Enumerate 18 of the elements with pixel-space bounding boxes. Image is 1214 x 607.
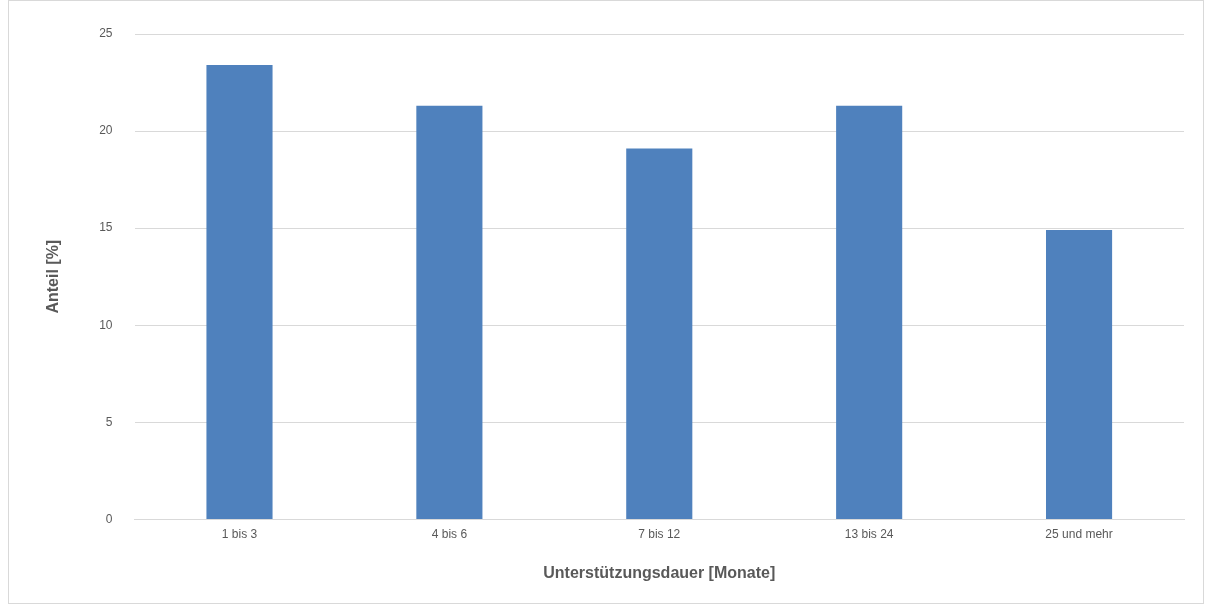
bar: [836, 105, 903, 519]
x-axis-title: Unterstützungsdauer [Monate]: [543, 563, 776, 581]
x-tick-label: 13 bis 24: [844, 526, 894, 541]
x-tick-label: 1 bis 3: [221, 526, 258, 541]
y-tick-label: 5: [105, 414, 113, 429]
y-axis-title: Anteil [%]: [44, 239, 62, 314]
bar: [206, 65, 273, 519]
y-tick-label: 25: [99, 26, 113, 41]
bar: [416, 105, 483, 519]
y-tick-label: 20: [99, 123, 113, 138]
bar: [1046, 230, 1113, 519]
bar: [626, 148, 693, 519]
y-tick-label: 0: [105, 511, 113, 526]
y-tick-label: 10: [99, 317, 113, 332]
x-tick-label: 25 und mehr: [1045, 526, 1113, 541]
x-tick-label: 4 bis 6: [431, 526, 468, 541]
x-tick-label: 7 bis 12: [638, 526, 681, 541]
y-tick-label: 15: [99, 220, 113, 235]
